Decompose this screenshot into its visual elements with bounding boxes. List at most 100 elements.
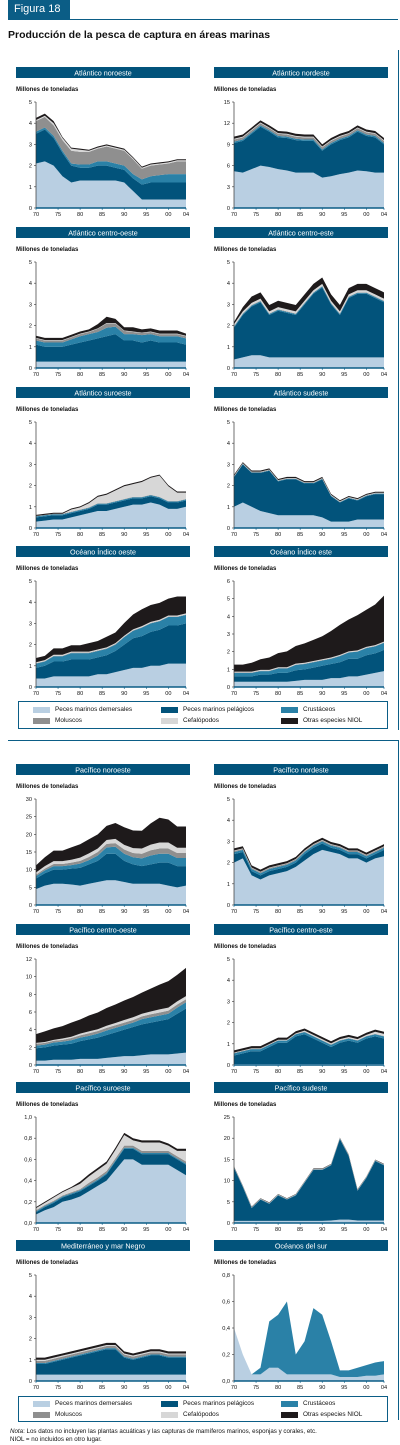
area-series-2 (36, 1148, 186, 1215)
legend-bottom: Peces marinos demersales Peces marinos p… (18, 1396, 388, 1422)
legend-label: Otras especies NIOL (303, 717, 363, 724)
area-series-2 (234, 1139, 384, 1221)
y-tick-label: 10 (26, 868, 32, 874)
x-tick-label: 04 (183, 691, 189, 697)
area-series-3 (234, 125, 384, 151)
y-axis-label: Millones de toneladas (214, 247, 277, 253)
chart-header-bar (214, 546, 388, 557)
legend-swatch (33, 718, 50, 724)
y-tick-label: 5 (227, 260, 230, 266)
x-tick-label: 90 (319, 372, 325, 378)
area-series-4 (36, 116, 186, 180)
y-tick-label: 4 (29, 600, 32, 606)
x-tick-label: 90 (121, 909, 127, 915)
chart-title: Pacífico centro-oeste (69, 925, 137, 934)
x-tick-label: 75 (253, 1385, 259, 1391)
y-axis-label: Millones de toneladas (214, 1260, 277, 1266)
x-tick-label: 00 (363, 691, 369, 697)
x-tick-label: 75 (253, 909, 259, 915)
x-tick-label: 70 (231, 1069, 237, 1075)
area-series-2 (36, 496, 186, 522)
y-tick-label: 0,8 (222, 1273, 230, 1279)
x-tick-label: 80 (275, 1385, 281, 1391)
legend-swatch (161, 707, 178, 713)
area-series-1 (36, 502, 186, 528)
y-tick-label: 5 (29, 260, 32, 266)
y-tick-label: 0 (227, 366, 230, 372)
y-axis-label: Millones de toneladas (214, 407, 277, 413)
y-tick-label: 9 (227, 142, 230, 148)
y-tick-label: 6 (227, 164, 230, 170)
y-axis-label: Millones de toneladas (214, 566, 277, 572)
x-tick-label: 04 (381, 1227, 387, 1233)
x-tick-label: 80 (77, 1385, 83, 1391)
y-tick-label: 1 (29, 1358, 32, 1364)
y-tick-label: 3 (227, 999, 230, 1005)
chart-header-bar (214, 227, 388, 238)
legend-label: Peces marinos demersales (55, 706, 133, 713)
x-tick-label: 04 (183, 372, 189, 378)
area-series-1 (36, 1159, 186, 1223)
x-tick-label: 75 (55, 691, 61, 697)
x-tick-label: 00 (165, 532, 171, 538)
x-tick-label: 95 (143, 691, 149, 697)
area-series-5 (36, 838, 186, 875)
x-tick-label: 75 (253, 1069, 259, 1075)
footnote-line-1: Nota: Los datos no incluyen las plantas … (10, 1428, 390, 1436)
x-tick-label: 00 (165, 909, 171, 915)
x-tick-label: 70 (231, 1385, 237, 1391)
chart-header-bar (214, 387, 388, 398)
x-tick-label: 85 (297, 1227, 303, 1233)
area-series-3 (234, 286, 384, 328)
x-tick-label: 85 (99, 1385, 105, 1391)
y-tick-label: 2 (29, 484, 32, 490)
x-tick-label: 90 (121, 1385, 127, 1391)
y-tick-label: 2 (227, 324, 230, 330)
chart-panel: Pacífico noroeste Millones de toneladas 0 5… (16, 764, 190, 915)
y-tick-label: 6 (29, 1010, 32, 1016)
y-tick-label: 0,8 (24, 1136, 32, 1142)
y-axis-label: Millones de toneladas (214, 784, 277, 790)
area-series-3 (36, 846, 186, 879)
x-tick-label: 70 (231, 909, 237, 915)
x-tick-label: 00 (363, 1385, 369, 1391)
x-tick-label: 75 (253, 532, 259, 538)
chart-header-bar (16, 546, 190, 557)
chart-title: Pacífico suroeste (75, 1083, 130, 1092)
y-tick-label: 2 (227, 650, 230, 656)
x-tick-label: 90 (319, 1385, 325, 1391)
x-tick-label: 90 (121, 1069, 127, 1075)
area-series-2 (36, 334, 186, 362)
area-series-1 (36, 361, 186, 368)
area-series-4 (234, 463, 384, 503)
area-series-6 (36, 817, 186, 873)
chart-panel: Atlántico centro-este Millones de tonelad… (214, 227, 388, 378)
area-series-3 (36, 614, 186, 668)
y-tick-label: 2 (29, 643, 32, 649)
y-tick-label: 4 (227, 441, 230, 447)
x-tick-label: 85 (297, 909, 303, 915)
legend-label: Moluscos (55, 1411, 82, 1418)
chart-title: Pacífico nordeste (273, 765, 329, 774)
y-tick-label: 0,4 (24, 1179, 32, 1185)
figure-top-rule (8, 19, 398, 20)
x-tick-label: 04 (381, 1069, 387, 1075)
x-tick-label: 80 (77, 691, 83, 697)
legend-swatch (281, 1412, 298, 1418)
y-tick-label: 4 (29, 441, 32, 447)
chart-panel: Mediterráneo y mar Negro Millones de tone… (16, 1240, 190, 1391)
y-axis-label: Millones de toneladas (16, 87, 79, 93)
y-tick-label: 2 (227, 484, 230, 490)
x-tick-label: 90 (121, 372, 127, 378)
x-tick-label: 04 (183, 909, 189, 915)
legend-label: Peces marinos pelágicos (183, 706, 255, 713)
x-tick-label: 85 (99, 1227, 105, 1233)
area-series-1 (234, 1219, 384, 1223)
chart-title: Atlántico centro-oeste (68, 228, 138, 237)
area-series-3 (36, 1002, 186, 1049)
x-tick-label: 95 (143, 212, 149, 218)
legend-label: Cefalópodos (183, 717, 219, 724)
area-series-3 (234, 463, 384, 503)
y-tick-label: 0 (29, 1063, 32, 1069)
y-axis-label: Millones de toneladas (16, 566, 79, 572)
